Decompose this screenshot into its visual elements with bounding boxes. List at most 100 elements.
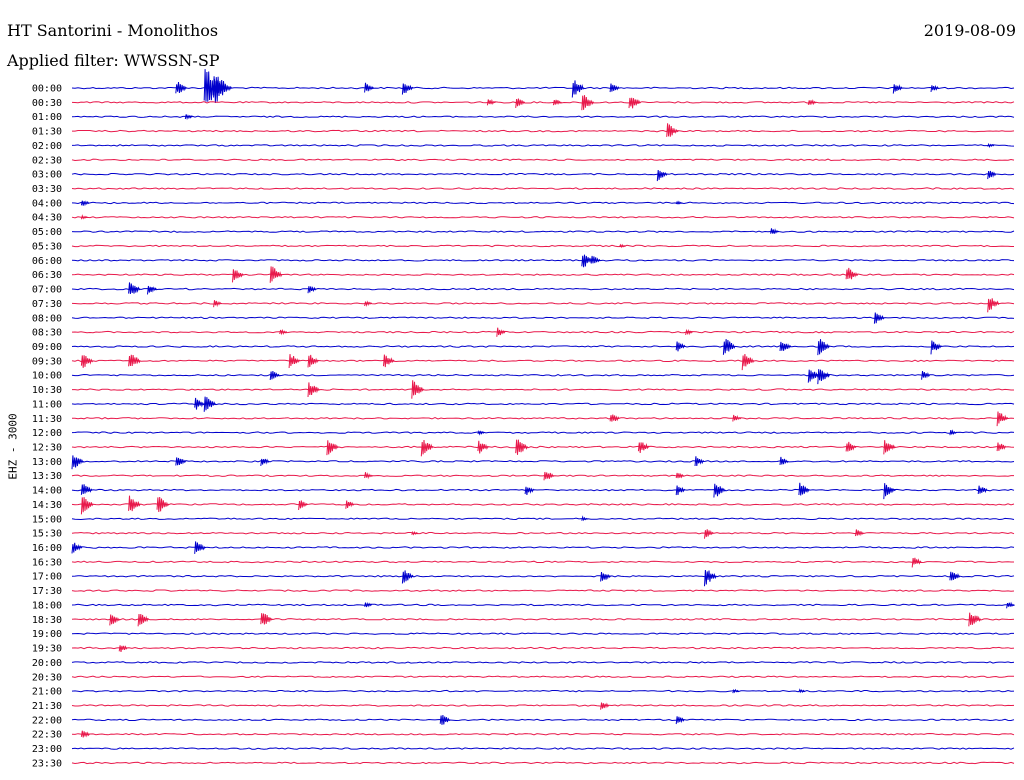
seismic-event [845,441,857,452]
seismic-event [675,485,686,496]
time-label: 18:00 [32,600,62,611]
trace-line [71,359,1015,363]
seismic-event [807,99,817,106]
trace-line [71,201,1015,205]
time-label: 13:00 [32,457,62,468]
seismic-event [80,484,93,495]
seismic-event [581,515,589,522]
seismic-event [213,76,233,104]
seismic-event [307,286,317,294]
seismic-event [732,688,740,694]
seismic-event [401,570,414,584]
seismic-event [779,341,792,351]
trace-line [71,761,1015,765]
seismic-event [364,300,373,307]
seismic-event [987,298,1000,313]
time-label: 01:30 [32,127,62,138]
seismic-event [741,353,755,371]
time-label: 21:00 [32,687,62,698]
trace-line [71,531,1015,535]
seismic-event [109,614,121,626]
trace-line [71,618,1015,621]
time-label: 14:00 [32,486,62,497]
seismic-event [364,472,373,480]
trace-line [71,172,1015,176]
seismic-event [704,569,717,587]
trace-line [71,259,1015,262]
seismic-event [420,439,434,457]
seismic-event [80,200,90,207]
time-label: 20:30 [32,672,62,683]
time-label: 15:00 [32,514,62,525]
seismic-event [685,328,694,336]
time-label: 08:30 [32,328,62,339]
time-label: 10:00 [32,371,62,382]
trace-line [71,445,1015,449]
seismic-event [194,397,205,410]
trace-line [71,718,1015,722]
trace-line [71,316,1015,320]
seismic-event [269,266,283,283]
trace-line [71,158,1015,162]
time-label: 22:30 [32,730,62,741]
seismic-event [845,267,859,280]
time-label: 11:30 [32,414,62,425]
seismic-event [581,95,594,111]
trace-line [71,244,1014,248]
trace-line [71,488,1015,492]
seismic-event [883,440,896,455]
seismic-event [930,84,940,92]
trace-line [71,402,1015,406]
time-label: 05:00 [32,227,62,238]
seismic-event [515,439,528,455]
time-label: 16:00 [32,543,62,554]
seismic-event [137,613,150,627]
seismic-event [637,442,650,454]
seismic-event [477,430,485,436]
trace-line [71,732,1015,736]
seismic-event [364,82,374,93]
seismic-event [628,97,641,109]
seismic-event [486,98,496,106]
trace-line [71,646,1015,650]
seismic-event [543,471,555,481]
seismic-event [71,455,85,470]
seismic-event [656,169,668,182]
seismic-event [798,688,806,694]
seismic-event [279,328,288,336]
time-label: 05:30 [32,241,62,252]
seismic-event [713,483,726,498]
seismic-event [307,354,320,368]
time-label: 04:00 [32,198,62,209]
seismic-event [411,530,419,536]
trace-line [71,689,1015,693]
time-label: 23:30 [32,758,62,769]
seismic-event [675,472,685,479]
trace-line [71,661,1015,664]
seismic-event [80,355,94,368]
seismic-event [883,483,896,500]
seismic-event [675,341,686,352]
trace-line [71,302,1015,305]
time-label: 09:30 [32,356,62,367]
trace-line [71,546,1015,549]
trace-line [71,747,1015,750]
trace-line [72,388,1014,391]
seismic-event [345,500,355,509]
seismic-event [288,354,301,369]
time-label: 03:30 [32,184,62,195]
seismic-event [194,541,206,554]
seismic-event [524,486,535,495]
seismic-event [704,529,714,539]
trace-line [71,431,1015,434]
seismic-event [307,382,320,398]
time-label: 00:30 [32,98,62,109]
seismic-event [128,354,141,367]
station-title: HT Santorini - Monolithos [7,21,219,40]
trace-line [71,417,1015,420]
time-label: 15:30 [32,529,62,540]
trace-line [71,230,1015,233]
seismic-event [80,214,88,220]
seismic-event [600,571,611,582]
